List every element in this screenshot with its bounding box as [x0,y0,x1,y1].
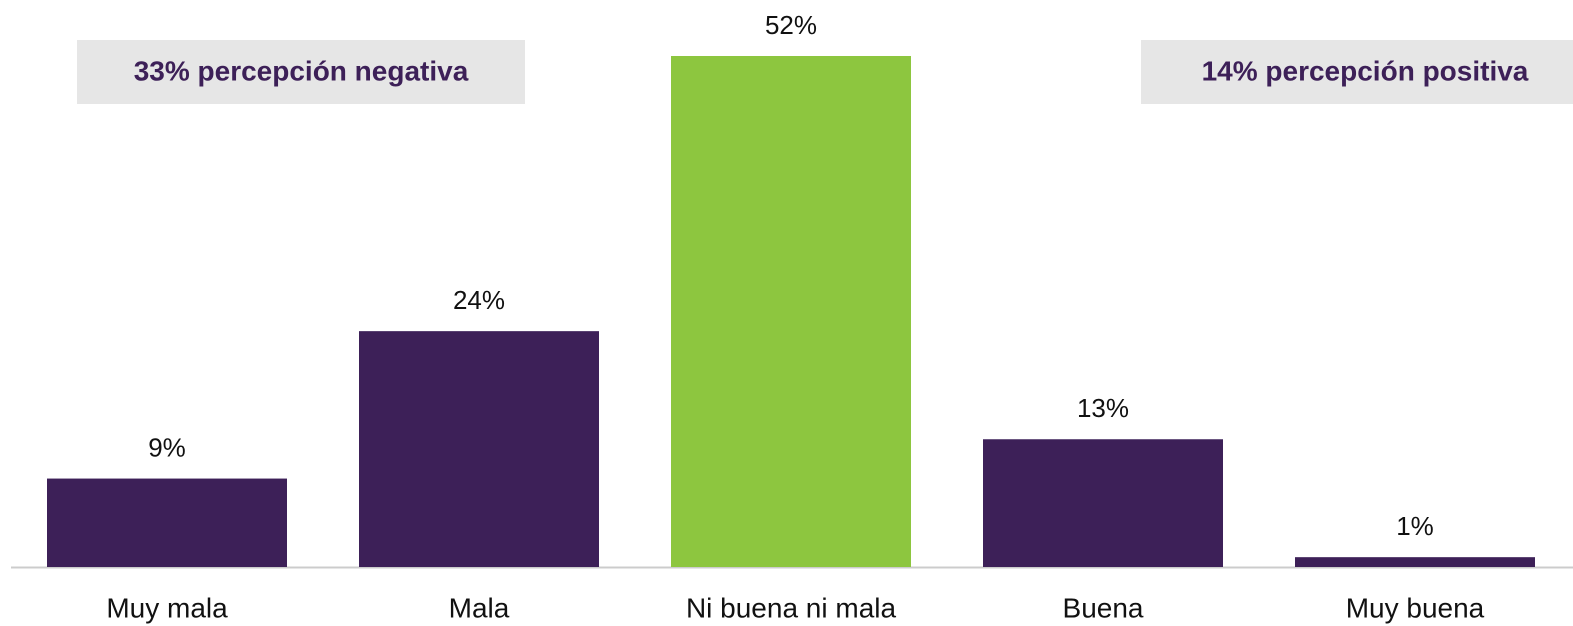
value-label: 52% [765,10,817,40]
x-tick-label: Buena [1063,592,1144,623]
bar [47,478,287,567]
annotation: 33% percepción negativa [134,55,469,86]
annotation-box [77,40,525,104]
bar [359,331,599,567]
bar [1295,557,1535,567]
value-label: 13% [1077,393,1129,423]
x-tick-label: Muy mala [106,592,228,623]
value-label: 9% [148,432,186,462]
bar [983,439,1223,567]
annotation: 14% percepción positiva [1202,55,1529,86]
x-tick-label: Mala [449,592,510,623]
value-label: 24% [453,285,505,315]
value-label: 1% [1396,511,1434,541]
annotation-box [1141,40,1573,104]
x-tick-label: Muy buena [1346,592,1485,623]
bar [671,56,911,567]
x-tick-label: Ni buena ni mala [686,592,897,623]
